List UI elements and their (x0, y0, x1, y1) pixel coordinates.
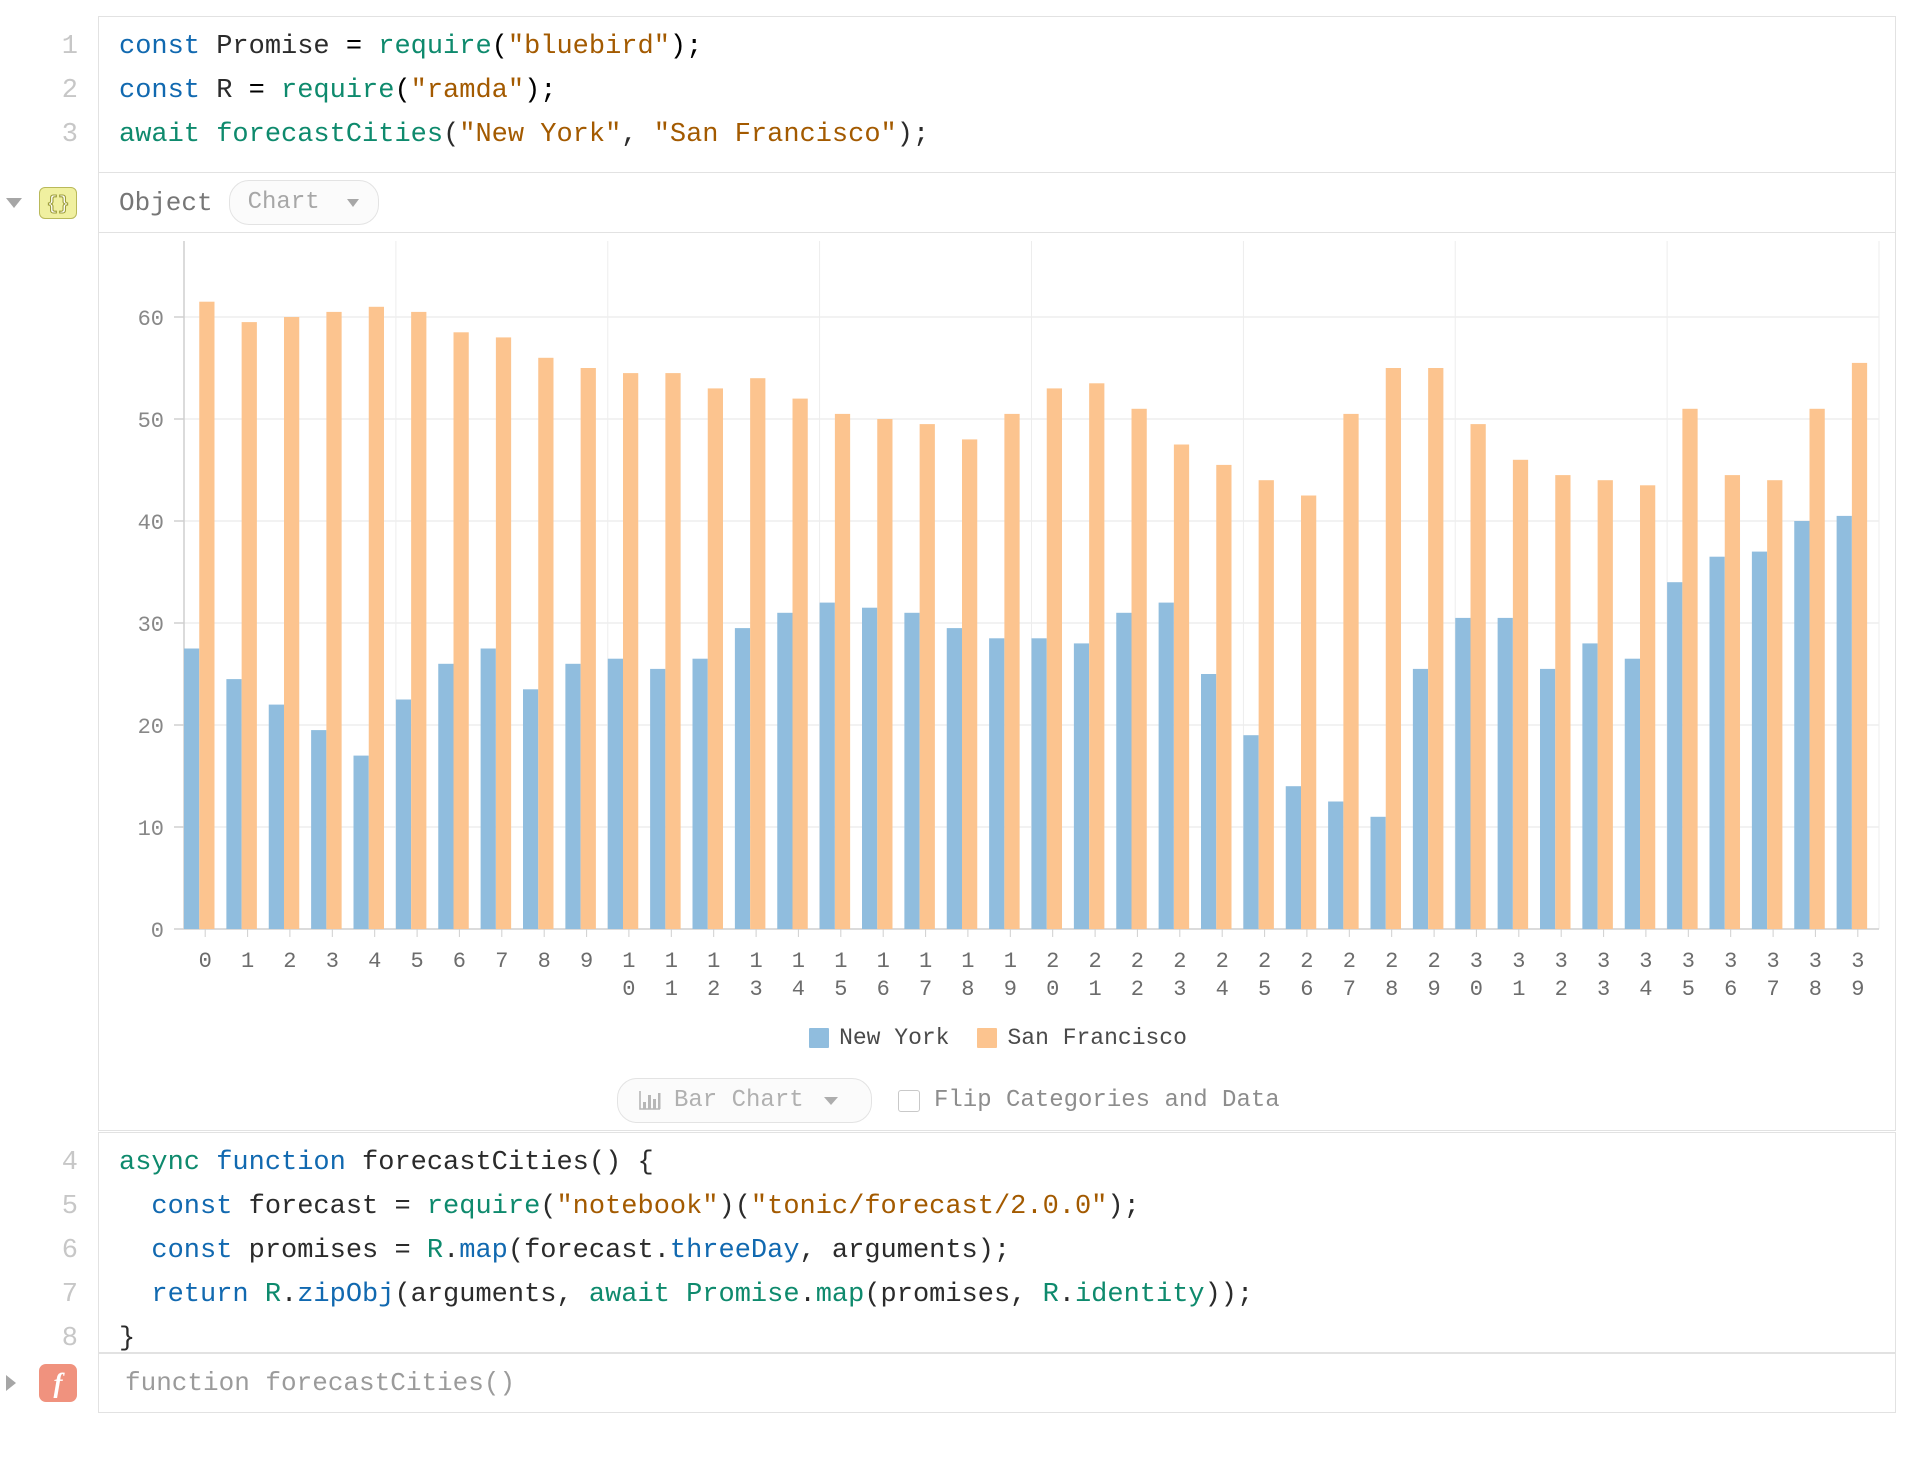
svg-text:6: 6 (1300, 977, 1313, 1002)
svg-text:3: 3 (1639, 949, 1652, 974)
svg-text:1: 1 (877, 949, 890, 974)
svg-text:3: 3 (1597, 949, 1610, 974)
svg-text:2: 2 (1555, 977, 1568, 1002)
svg-text:1: 1 (241, 949, 254, 974)
svg-text:4: 4 (792, 977, 805, 1002)
svg-text:2: 2 (1300, 949, 1313, 974)
svg-text:50: 50 (138, 409, 164, 434)
svg-text:1: 1 (834, 949, 847, 974)
svg-text:3: 3 (1724, 949, 1737, 974)
svg-text:0: 0 (1046, 977, 1059, 1002)
svg-text:0: 0 (622, 977, 635, 1002)
svg-text:3: 3 (749, 977, 762, 1002)
svg-text:5: 5 (834, 977, 847, 1002)
svg-text:3: 3 (1470, 949, 1483, 974)
svg-text:1: 1 (665, 949, 678, 974)
svg-text:1: 1 (961, 949, 974, 974)
svg-text:1: 1 (665, 977, 678, 1002)
svg-text:5: 5 (410, 949, 423, 974)
svg-text:8: 8 (961, 977, 974, 1002)
svg-text:0: 0 (1470, 977, 1483, 1002)
svg-text:4: 4 (368, 949, 381, 974)
svg-text:4: 4 (1216, 977, 1229, 1002)
svg-text:2: 2 (1216, 949, 1229, 974)
svg-text:6: 6 (877, 977, 890, 1002)
svg-text:2: 2 (1343, 949, 1356, 974)
svg-text:3: 3 (1555, 949, 1568, 974)
svg-text:1: 1 (749, 949, 762, 974)
svg-text:7: 7 (495, 949, 508, 974)
svg-text:3: 3 (1766, 949, 1779, 974)
svg-text:8: 8 (1385, 977, 1398, 1002)
svg-text:8: 8 (1809, 977, 1822, 1002)
svg-text:2: 2 (1385, 949, 1398, 974)
svg-text:20: 20 (138, 715, 164, 740)
svg-text:40: 40 (138, 511, 164, 536)
svg-text:2: 2 (707, 977, 720, 1002)
svg-text:1: 1 (1088, 977, 1101, 1002)
svg-text:3: 3 (1173, 977, 1186, 1002)
svg-text:2: 2 (1131, 977, 1144, 1002)
svg-text:9: 9 (1851, 977, 1864, 1002)
svg-text:1: 1 (1004, 949, 1017, 974)
svg-text:2: 2 (1131, 949, 1144, 974)
svg-text:1: 1 (622, 949, 635, 974)
svg-text:{}: {} (47, 193, 69, 214)
svg-text:10: 10 (138, 817, 164, 842)
svg-text:6: 6 (1724, 977, 1737, 1002)
svg-text:1: 1 (707, 949, 720, 974)
svg-text:7: 7 (1343, 977, 1356, 1002)
svg-text:3: 3 (1851, 949, 1864, 974)
svg-text:8: 8 (538, 949, 551, 974)
svg-text:5: 5 (1258, 977, 1271, 1002)
svg-text:2: 2 (1258, 949, 1271, 974)
svg-text:4: 4 (1639, 977, 1652, 1002)
svg-text:2: 2 (1088, 949, 1101, 974)
svg-text:60: 60 (138, 307, 164, 332)
svg-text:2: 2 (1427, 949, 1440, 974)
svg-text:9: 9 (1004, 977, 1017, 1002)
svg-text:5: 5 (1682, 977, 1695, 1002)
svg-text:2: 2 (1173, 949, 1186, 974)
svg-text:2: 2 (1046, 949, 1059, 974)
svg-text:7: 7 (1766, 977, 1779, 1002)
svg-text:30: 30 (138, 613, 164, 638)
svg-text:0: 0 (151, 919, 164, 944)
svg-text:1: 1 (919, 949, 932, 974)
svg-text:3: 3 (1597, 977, 1610, 1002)
svg-text:1: 1 (1512, 977, 1525, 1002)
svg-text:3: 3 (326, 949, 339, 974)
svg-text:6: 6 (453, 949, 466, 974)
svg-text:3: 3 (1682, 949, 1695, 974)
svg-text:2: 2 (283, 949, 296, 974)
svg-text:9: 9 (580, 949, 593, 974)
svg-text:0: 0 (199, 949, 212, 974)
svg-text:3: 3 (1809, 949, 1822, 974)
svg-text:3: 3 (1512, 949, 1525, 974)
svg-text:1: 1 (792, 949, 805, 974)
svg-text:7: 7 (919, 977, 932, 1002)
svg-text:9: 9 (1427, 977, 1440, 1002)
